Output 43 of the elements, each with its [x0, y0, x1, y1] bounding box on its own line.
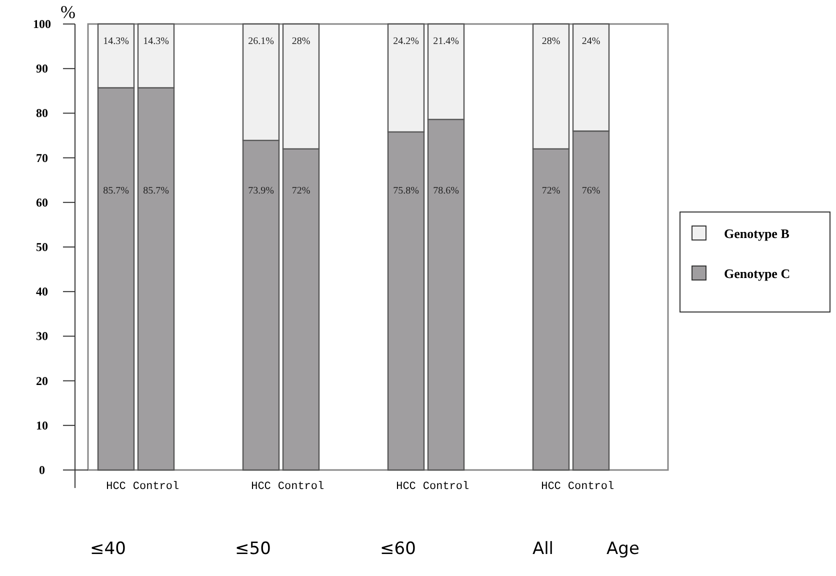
y-tick-label: 80 [36, 106, 48, 120]
data-label: 85.7% [143, 185, 169, 196]
y-tick-label: 70 [36, 150, 48, 165]
data-label: 76% [582, 185, 600, 196]
data-label: 24% [582, 36, 600, 47]
x-tick-label: Control [422, 481, 470, 493]
x-tick-label: Control [132, 481, 180, 493]
x-axis-title: Age [606, 539, 640, 559]
data-label: 28% [542, 36, 560, 47]
y-tick-label: 90 [36, 62, 48, 76]
y-tick-label: 10 [36, 418, 48, 432]
y-tick-label: 20 [36, 374, 48, 388]
y-tick-label: 50 [36, 240, 48, 254]
x-tick-label: HCC [541, 481, 562, 493]
data-label: 21.4% [433, 36, 459, 47]
y-axis-title: % [60, 2, 76, 22]
x-tick-label: HCC [106, 481, 126, 493]
data-label: 72% [542, 185, 560, 196]
y-tick-label: 60 [36, 195, 48, 210]
data-label: 24.2% [393, 36, 419, 47]
data-label: 73.9% [248, 185, 274, 196]
legend-label: Genotype C [724, 266, 790, 281]
text: ≤40 [90, 539, 126, 559]
data-label: 75.8% [393, 185, 419, 196]
text: Genotype B [724, 226, 790, 241]
text: ≤60 [380, 539, 416, 559]
text: All [532, 539, 554, 559]
data-label: 78.6% [433, 185, 459, 196]
y-tick-label: 0 [39, 463, 45, 477]
data-label: 26.1% [248, 36, 274, 47]
data-label: 14.3% [143, 36, 169, 47]
text: ≤50 [235, 539, 271, 559]
y-tick-label: 100 [33, 17, 51, 31]
data-label: 28% [292, 36, 310, 47]
data-label: 85.7% [103, 185, 129, 196]
x-tick-label: HCC [396, 481, 416, 493]
y-tick-label: 40 [36, 284, 48, 299]
y-tick-label: 30 [36, 329, 48, 344]
x-tick-label: Control [278, 481, 324, 493]
data-label: 72% [292, 185, 310, 196]
data-label: 14.3% [103, 36, 129, 47]
x-tick-label: HCC [251, 481, 272, 493]
x-tick-label: Control [568, 481, 614, 493]
